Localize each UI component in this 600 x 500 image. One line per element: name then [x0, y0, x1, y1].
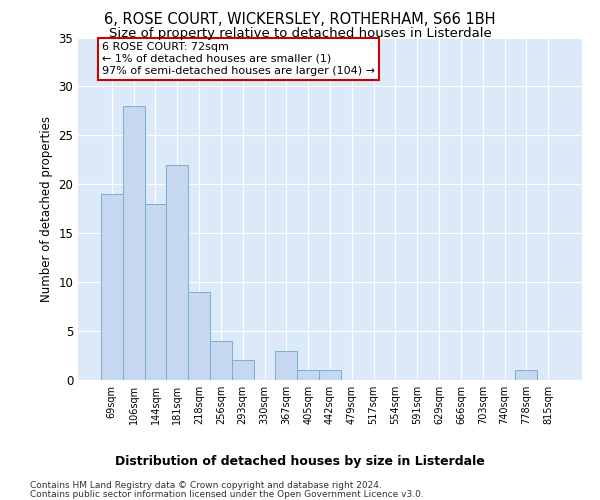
Text: 6 ROSE COURT: 72sqm
← 1% of detached houses are smaller (1)
97% of semi-detached: 6 ROSE COURT: 72sqm ← 1% of detached hou… [102, 42, 375, 76]
Bar [232, 360, 254, 380]
Bar [145, 204, 166, 380]
Bar [319, 370, 341, 380]
Bar [166, 164, 188, 380]
Text: Distribution of detached houses by size in Listerdale: Distribution of detached houses by size … [115, 455, 485, 468]
Bar [123, 106, 145, 380]
Bar [210, 341, 232, 380]
Text: 6, ROSE COURT, WICKERSLEY, ROTHERHAM, S66 1BH: 6, ROSE COURT, WICKERSLEY, ROTHERHAM, S6… [104, 12, 496, 28]
Bar [101, 194, 123, 380]
Bar [515, 370, 537, 380]
Y-axis label: Number of detached properties: Number of detached properties [40, 116, 53, 302]
Text: Contains HM Land Registry data © Crown copyright and database right 2024.: Contains HM Land Registry data © Crown c… [30, 481, 382, 490]
Bar [297, 370, 319, 380]
Bar [275, 350, 297, 380]
Bar [188, 292, 210, 380]
Text: Size of property relative to detached houses in Listerdale: Size of property relative to detached ho… [109, 28, 491, 40]
Text: Contains public sector information licensed under the Open Government Licence v3: Contains public sector information licen… [30, 490, 424, 499]
